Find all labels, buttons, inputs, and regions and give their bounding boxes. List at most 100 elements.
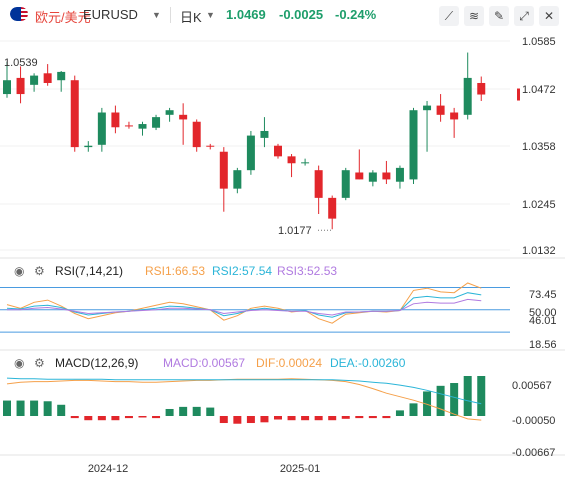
settings-icon[interactable]: ⚙ [34,264,45,278]
macd-histogram-bar [314,416,323,421]
macd-histogram-bar [274,416,282,420]
symbol-selector[interactable]: EURUSD [83,7,138,22]
macd-histogram-bar [260,416,269,423]
candle-body [463,77,472,115]
candle-body [192,121,201,148]
candle-body [274,145,282,157]
candle-body [301,162,310,164]
macd-title: MACD(12,26,9) [55,356,139,370]
macd-axis-label: 0.00567 [512,380,552,392]
chart-header: 欧元/美元 EURUSD ▼ 日K ▼ 1.0469 -0.0025 -0.24… [0,0,565,32]
candle-body [152,117,161,128]
period-selector[interactable]: 日K [180,10,202,25]
currency-pair-flag-icon [10,7,28,21]
macd-histogram-bar [206,407,215,416]
macd-histogram-bar [70,416,79,419]
close-icon[interactable]: ✕ [539,6,559,26]
candle-body [423,105,432,111]
dea-legend: DEA:-0.00260 [330,356,406,370]
candle-body [70,80,79,148]
macd-histogram-bar [463,376,472,416]
candle-body [84,145,93,148]
macd-histogram-bar [450,383,459,416]
candle-body [328,197,337,219]
macd-histogram-bar [16,400,25,416]
header-divider [170,7,171,23]
macd-histogram-bar [165,408,174,416]
price-axis-label: 1.0132 [522,245,556,257]
candle-body [111,112,120,128]
macd-histogram-bar [124,416,133,419]
macd-histogram-bar [328,416,337,421]
rsi-axis-label: 46.01 [529,315,557,327]
rsi1-legend: RSI1:66.53 [145,264,206,278]
last-price: 1.0469 [226,7,266,22]
macd-histogram-bar [84,416,93,421]
macd-histogram-bar [152,416,161,419]
macd-histogram-bar [355,416,364,419]
macd-axis-label: -0.00667 [512,447,555,459]
macd-histogram-bar [192,406,201,416]
macd-histogram-bar [30,400,39,416]
candle-body [368,172,377,182]
rsi-title: RSI(7,14,21) [55,264,124,278]
macd-legend: MACD:0.00567 [163,356,246,370]
candle-body [246,135,255,171]
price-axis-label: 1.0585 [522,36,556,48]
low-annotation: 1.0177 [278,225,312,237]
macd-histogram-bar [233,416,242,424]
x-axis-label: 2025-01 [280,463,320,475]
visibility-icon[interactable]: ◉ [14,264,25,278]
candle-body [219,151,228,189]
price-change: -0.0025 [279,7,324,22]
candle-body [436,105,445,115]
rsi-line-rsi3 [7,298,482,316]
candle-body [57,71,66,81]
macd-histogram-bar [287,416,296,421]
candle-body [260,130,269,138]
dropdown-caret-icon[interactable]: ▼ [152,10,161,20]
pair-name[interactable]: 欧元/美元 [35,10,91,25]
macd-histogram-bar [368,416,377,419]
candle-body [341,170,350,198]
macd-histogram-bar [382,416,391,419]
candle-body [165,110,174,115]
candle-body [477,82,486,95]
draw-line-icon[interactable]: ⟋ [439,6,459,26]
rsi3-legend: RSI3:52.53 [277,264,338,278]
candle-body [409,110,418,180]
candle-body [97,112,106,145]
drawing-tools-icon[interactable]: ✎ [489,6,509,26]
macd-histogram-bar [395,410,404,416]
macd-histogram-bar [179,406,188,416]
macd-histogram-bar [301,416,310,421]
indicator-icon[interactable]: ≋ [464,6,484,26]
settings-icon[interactable]: ⚙ [34,356,45,370]
macd-histogram-bar [341,416,350,419]
dropdown-caret-icon[interactable]: ▼ [206,10,215,20]
macd-axis-label: -0.00050 [512,415,555,427]
candle-body [43,73,52,83]
macd-histogram-bar [111,416,120,421]
candle-body [179,114,188,120]
macd-histogram-bar [409,403,418,416]
candle-body [206,145,215,147]
candle-body [16,77,25,95]
candle-body [314,170,323,198]
visibility-icon[interactable]: ◉ [14,356,25,370]
macd-histogram-bar [423,391,432,416]
price-axis-label: 1.0358 [522,141,556,153]
macd-histogram-bar [477,376,486,416]
macd-histogram-bar [43,401,52,416]
macd-line-dif [6,378,482,421]
candle-body [138,124,147,129]
candle-body [450,112,459,120]
dif-legend: DIF:0.00024 [256,356,323,370]
high-annotation: 1.0539 [4,57,38,69]
fullscreen-icon[interactable]: ⤢ [514,6,534,26]
macd-histogram-bar [57,404,66,416]
macd-histogram-bar [3,400,11,416]
candle-body [382,172,391,180]
macd-histogram-bar [246,416,255,424]
